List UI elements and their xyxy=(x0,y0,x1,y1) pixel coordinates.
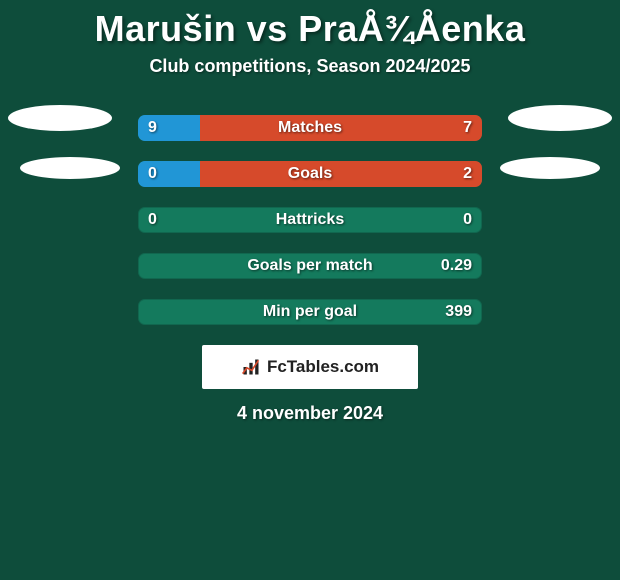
stat-label: Matches xyxy=(138,115,482,141)
update-date: 4 november 2024 xyxy=(0,403,620,424)
chart-icon xyxy=(241,357,261,377)
stat-bar: 02Goals xyxy=(138,161,482,187)
page-title: Marušin vs PraÅ¾Åenka xyxy=(0,0,620,56)
logo-box: FcTables.com xyxy=(202,345,418,389)
stat-bar: 00Hattricks xyxy=(138,207,482,233)
player-ellipse-right xyxy=(508,105,612,131)
stat-bar: 97Matches xyxy=(138,115,482,141)
stat-row: 399Min per goal xyxy=(0,289,620,335)
stat-rows: 97Matches 02Goals 00Hattricks 0.29Goals per… xyxy=(0,105,620,335)
player-ellipse-left xyxy=(8,105,112,131)
stat-row: 00Hattricks xyxy=(0,197,620,243)
stat-label: Min per goal xyxy=(138,299,482,325)
stat-row: 02Goals xyxy=(0,151,620,197)
logo-text: FcTables.com xyxy=(267,357,379,377)
stat-row: 0.29Goals per match xyxy=(0,243,620,289)
stat-bar: 0.29Goals per match xyxy=(138,253,482,279)
page-subtitle: Club competitions, Season 2024/2025 xyxy=(0,56,620,77)
comparison-card: Marušin vs PraÅ¾Åenka Club competitions,… xyxy=(0,0,620,424)
stat-label: Goals per match xyxy=(138,253,482,279)
stat-row: 97Matches xyxy=(0,105,620,151)
stat-label: Hattricks xyxy=(138,207,482,233)
stat-bar: 399Min per goal xyxy=(138,299,482,325)
stat-label: Goals xyxy=(138,161,482,187)
